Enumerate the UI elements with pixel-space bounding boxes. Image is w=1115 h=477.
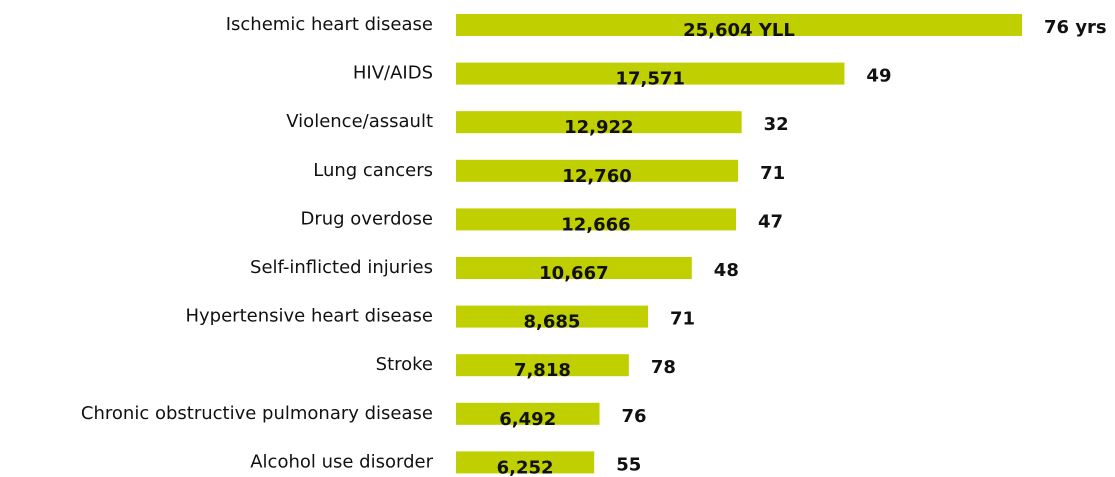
bar xyxy=(456,402,600,425)
value-label: 12,922 xyxy=(564,117,633,138)
secondary-value-label: 78 xyxy=(651,357,676,378)
bar xyxy=(456,159,739,182)
secondary-value-label: 48 xyxy=(714,260,739,281)
value-label: 12,760 xyxy=(562,166,631,187)
bar xyxy=(456,208,736,231)
value-label: 8,685 xyxy=(524,312,581,333)
category-label: Chronic obstructive pulmonary disease xyxy=(81,403,433,424)
category-label: Violence/assault xyxy=(286,111,433,132)
category-label: Alcohol use disorder xyxy=(250,451,433,472)
secondary-value-label: 49 xyxy=(866,66,891,87)
value-label: 17,571 xyxy=(615,69,684,90)
category-label: Hypertensive heart disease xyxy=(185,306,433,327)
value-label: 7,818 xyxy=(514,360,571,381)
secondary-value-label: 76 yrs xyxy=(1044,17,1107,38)
category-label: Self-inflicted injuries xyxy=(250,257,433,278)
category-label: Drug overdose xyxy=(300,208,433,229)
secondary-value-label: 71 xyxy=(670,309,695,330)
secondary-value-label: 71 xyxy=(760,163,785,184)
value-label: 10,667 xyxy=(539,263,608,284)
secondary-value-label: 47 xyxy=(758,211,783,232)
category-label: HIV/AIDS xyxy=(353,63,433,84)
bar xyxy=(456,111,742,134)
bar xyxy=(456,451,595,474)
category-label: Ischemic heart disease xyxy=(226,14,433,35)
category-label: Lung cancers xyxy=(313,160,433,181)
value-label: 12,666 xyxy=(561,214,630,235)
value-label: 25,604 YLL xyxy=(683,20,795,41)
bar xyxy=(456,257,692,279)
secondary-value-label: 76 xyxy=(622,406,647,427)
value-label: 6,252 xyxy=(497,457,554,477)
bar xyxy=(456,305,648,328)
value-label: 6,492 xyxy=(499,409,556,430)
secondary-value-label: 55 xyxy=(616,454,641,475)
bar xyxy=(456,354,629,377)
bar xyxy=(456,62,845,85)
secondary-value-label: 32 xyxy=(764,114,789,135)
bar xyxy=(456,14,1022,36)
category-label: Stroke xyxy=(376,354,433,375)
